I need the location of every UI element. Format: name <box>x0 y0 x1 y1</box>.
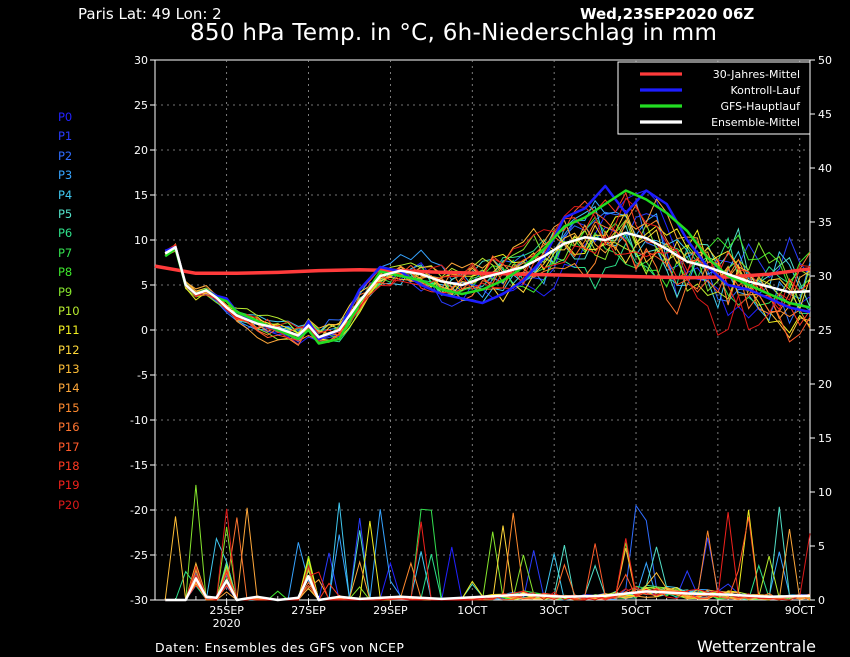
location-label: Paris Lat: 49 Lon: 2 <box>78 5 222 23</box>
member-precip-line-p20 <box>165 508 811 601</box>
member-label-p14: P14 <box>58 381 80 396</box>
member-precip-line-p4 <box>165 502 811 601</box>
temp-series-30-jahres-mittel <box>154 264 811 280</box>
y-right-tick-label: 15 <box>818 432 832 445</box>
y-right-tick-label: 35 <box>818 216 832 229</box>
member-precip-line-p2 <box>165 504 811 601</box>
y-right-tick-label: 20 <box>818 378 832 391</box>
x-tick-sublabel: 2020 <box>213 617 241 630</box>
member-temp-line-p4 <box>164 205 811 333</box>
member-label-p19: P19 <box>58 478 80 493</box>
x-tick-label: 1OCT <box>457 604 487 617</box>
member-label-p10: P10 <box>58 303 80 318</box>
member-precip-line-p5 <box>165 506 811 601</box>
x-tick-label: 3OCT <box>539 604 569 617</box>
x-tick-label: 29SEP <box>373 604 408 617</box>
x-tick-label: 5OCT <box>621 604 651 617</box>
member-label-p0: P0 <box>58 110 73 124</box>
chart-title: 850 hPa Temp. in °C, 6h-Niederschlag in … <box>190 20 718 46</box>
plot-frame <box>154 59 811 601</box>
y-left-tick-label: 10 <box>134 234 148 247</box>
legend-label-ensemble-mittel: Ensemble-Mittel <box>711 116 800 129</box>
member-label-p7: P7 <box>58 245 73 260</box>
y-right-tick-label: 45 <box>818 108 832 121</box>
member-label-p16: P16 <box>58 420 80 435</box>
x-tick-label: 9OCT <box>785 604 815 617</box>
member-precip-line-p19 <box>165 512 811 601</box>
y-left-tick-label: 30 <box>134 54 148 67</box>
x-tick-label: 7OCT <box>703 604 733 617</box>
temp-series-kontroll-lauf <box>164 184 811 341</box>
member-label-p5: P5 <box>58 206 73 221</box>
y-left-tick-label: -25 <box>130 549 148 562</box>
member-precip-line-p16 <box>165 517 811 601</box>
member-label-p13: P13 <box>58 362 80 377</box>
y-left-tick-label: 25 <box>134 99 148 112</box>
y-left-tick-label: -15 <box>130 459 148 472</box>
member-precip-line-p15 <box>165 512 811 601</box>
member-label-p9: P9 <box>58 284 73 299</box>
brand-label: Wetterzentrale <box>697 637 817 656</box>
member-precip-line-p17 <box>165 516 811 601</box>
member-label-p18: P18 <box>58 459 80 474</box>
data-source-note: Daten: Ensembles des GFS von NCEP <box>155 640 405 655</box>
legend-label-kontroll-lauf: Kontroll-Lauf <box>731 84 802 97</box>
y-left-tick-label: 0 <box>141 324 148 337</box>
member-label-p1: P1 <box>58 129 73 144</box>
y-left-tick-label: -10 <box>130 414 148 427</box>
y-right-tick-label: 25 <box>818 324 832 337</box>
legend-label-30-jahres-mittel: 30-Jahres-Mittel <box>713 68 800 81</box>
y-left-tick-label: -5 <box>137 369 148 382</box>
y-right-tick-label: 5 <box>818 540 825 553</box>
y-right-tick-label: 40 <box>818 162 832 175</box>
y-right-tick-label: 0 <box>818 594 825 607</box>
y-left-tick-label: -20 <box>130 504 148 517</box>
ensemble-member-list: P0 P1 P2 P3 P4 P5 P6 P7 P8 P9 P10 P11 P12 P13 P14 P15 P1… <box>58 109 80 516</box>
precip-series-ensemble-mittel <box>165 574 811 602</box>
member-label-p20: P20 <box>58 497 80 512</box>
member-temp-line-p10 <box>164 229 811 336</box>
run-datetime: Wed,23SEP2020 06Z <box>580 5 755 23</box>
member-precip-line-p1 <box>165 518 811 602</box>
member-label-p8: P8 <box>58 265 73 280</box>
x-tick-label: 27SEP <box>291 604 326 617</box>
temp-series-ensemble-mittel <box>164 231 811 339</box>
y-left-tick-label: 20 <box>134 144 148 157</box>
y-right-tick-label: 50 <box>818 54 832 67</box>
temp-series-gfs-hauptlauf <box>164 189 811 345</box>
y-left-tick-label: 5 <box>141 279 148 292</box>
member-precip-line-p9 <box>165 484 811 601</box>
member-label-p4: P4 <box>58 187 73 202</box>
member-label-p6: P6 <box>58 226 73 241</box>
y-right-tick-label: 30 <box>818 270 832 283</box>
legend-label-gfs-hauptlauf: GFS-Hauptlauf <box>720 100 801 113</box>
member-precip-line-p13 <box>164 516 811 601</box>
y-right-tick-label: 10 <box>818 486 832 499</box>
member-temp-line-p19 <box>164 235 811 342</box>
member-lines <box>164 189 811 602</box>
member-precip-line-p14 <box>165 507 811 601</box>
member-label-p15: P15 <box>58 400 80 415</box>
y-left-tick-label: 15 <box>134 189 148 202</box>
member-label-p3: P3 <box>58 168 73 183</box>
member-label-p2: P2 <box>58 148 73 163</box>
x-tick-label: 25SEP <box>209 604 244 617</box>
member-label-p17: P17 <box>58 439 80 454</box>
member-label-p12: P12 <box>58 342 80 357</box>
y-left-tick-label: -30 <box>130 594 148 607</box>
member-label-p11: P11 <box>58 323 80 338</box>
